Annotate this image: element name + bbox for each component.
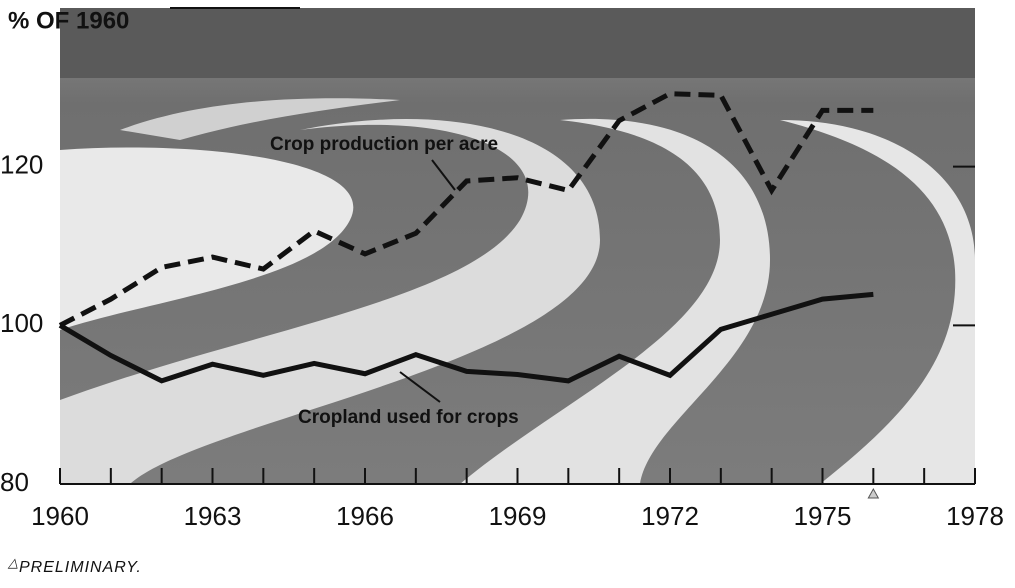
chart: % OF 1960 △PRELIMINARY. 80 100 120 1960 1963… (0, 0, 1015, 588)
y-tick-label: 120 (0, 150, 43, 180)
x-tick-label: 1972 (641, 501, 699, 531)
x-tick-label: 1960 (31, 501, 89, 531)
y-tick-label: 100 (0, 308, 43, 338)
footnote-text: PRELIMINARY. (19, 559, 142, 576)
annotation: Cropland used for crops (298, 407, 519, 428)
x-tick-label: 1966 (336, 501, 394, 531)
preliminary-marker (868, 489, 878, 498)
x-tick-label: 1978 (946, 501, 1004, 531)
x-tick-label: 1975 (794, 501, 852, 531)
footnote: △PRELIMINARY. (7, 555, 142, 576)
y-axis-label: % OF 1960 (8, 7, 129, 34)
x-tick-label: 1969 (489, 501, 547, 531)
x-tick-label: 1963 (184, 501, 242, 531)
annotation: Crop production per acre (270, 134, 498, 155)
y-tick-label: 80 (0, 467, 29, 497)
